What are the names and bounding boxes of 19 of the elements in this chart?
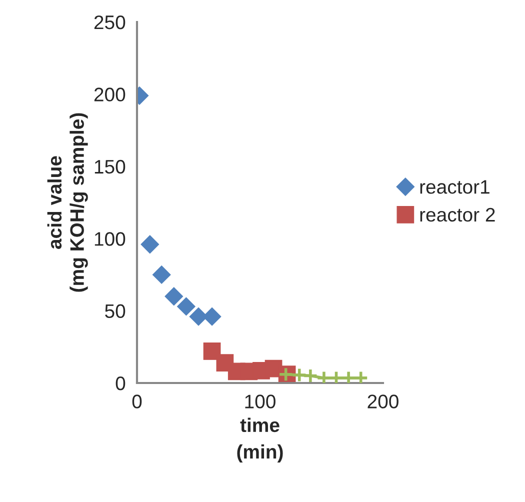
legend-label: reactor1 xyxy=(420,180,490,194)
point xyxy=(140,235,160,254)
y-tick-label: 150 xyxy=(94,160,126,174)
x-tick-label: 100 xyxy=(245,394,276,408)
x-tick-label: 0 xyxy=(132,394,142,408)
y-tick-label: 200 xyxy=(94,88,126,102)
y-tick-label: 50 xyxy=(105,304,126,318)
point xyxy=(292,367,307,383)
y-tick-label: 0 xyxy=(116,376,126,390)
point xyxy=(152,266,171,284)
x-axis-title: time (min) xyxy=(237,418,283,462)
legend-label: reactor 2 xyxy=(420,208,495,222)
point xyxy=(164,287,184,306)
y-tick-label: 100 xyxy=(94,232,126,246)
x-tick-label: 200 xyxy=(368,394,398,408)
point xyxy=(177,297,196,316)
y-axis-title: acid value (mg KOH/g sample) xyxy=(47,113,88,292)
y-tick-label: 250 xyxy=(94,15,126,30)
point xyxy=(203,342,221,360)
